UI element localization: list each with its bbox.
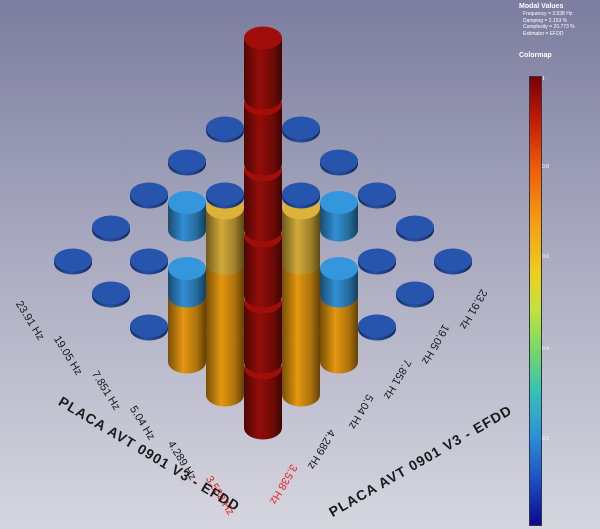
modal-damping: Damping = 2.153 %	[523, 17, 568, 24]
mac-bar	[168, 191, 206, 242]
colormap-tick: 0.4	[542, 346, 549, 352]
mac-bar	[358, 248, 396, 275]
mac-bar	[244, 26, 282, 110]
colormap-tick: 0.8	[542, 164, 549, 170]
mac-bar	[130, 314, 168, 341]
colormap-tick: 1	[542, 76, 545, 82]
colormap-tick: 0.2	[542, 436, 549, 442]
mac-bar	[92, 215, 130, 242]
mac-bar	[168, 149, 206, 176]
mac-bar	[168, 257, 206, 308]
modal-complexity: Complexity = 20.773 %	[523, 24, 575, 30]
mac-bar	[396, 215, 434, 242]
mac-bar	[92, 281, 130, 308]
modal-frequency: Frequency = 3.538 Hz	[523, 11, 573, 17]
colormap-title: Colormap	[519, 52, 552, 59]
mac-bar	[320, 191, 358, 242]
mac-bar	[282, 116, 320, 143]
mac-bar	[54, 248, 92, 275]
mac-bar	[396, 281, 434, 308]
modal-values-panel: Modal Values Frequency = 3.538 Hz Dampin…	[519, 2, 599, 60]
colormap-tick: 0.6	[542, 254, 549, 260]
mac-bar	[130, 182, 168, 209]
mac-bar	[320, 149, 358, 176]
mac-bar	[282, 182, 320, 209]
modal-values-title: Modal Values	[519, 3, 564, 10]
mac-bar	[434, 248, 472, 275]
colormap-bar	[529, 76, 542, 526]
mac-bar	[358, 182, 396, 209]
modal-estimator: Estimator = EFDD	[523, 30, 564, 37]
mac-bar	[206, 182, 244, 209]
mac-bar	[130, 248, 168, 275]
mac-bar	[206, 116, 244, 143]
mac-bar	[320, 257, 358, 308]
mac-bar	[358, 314, 396, 341]
